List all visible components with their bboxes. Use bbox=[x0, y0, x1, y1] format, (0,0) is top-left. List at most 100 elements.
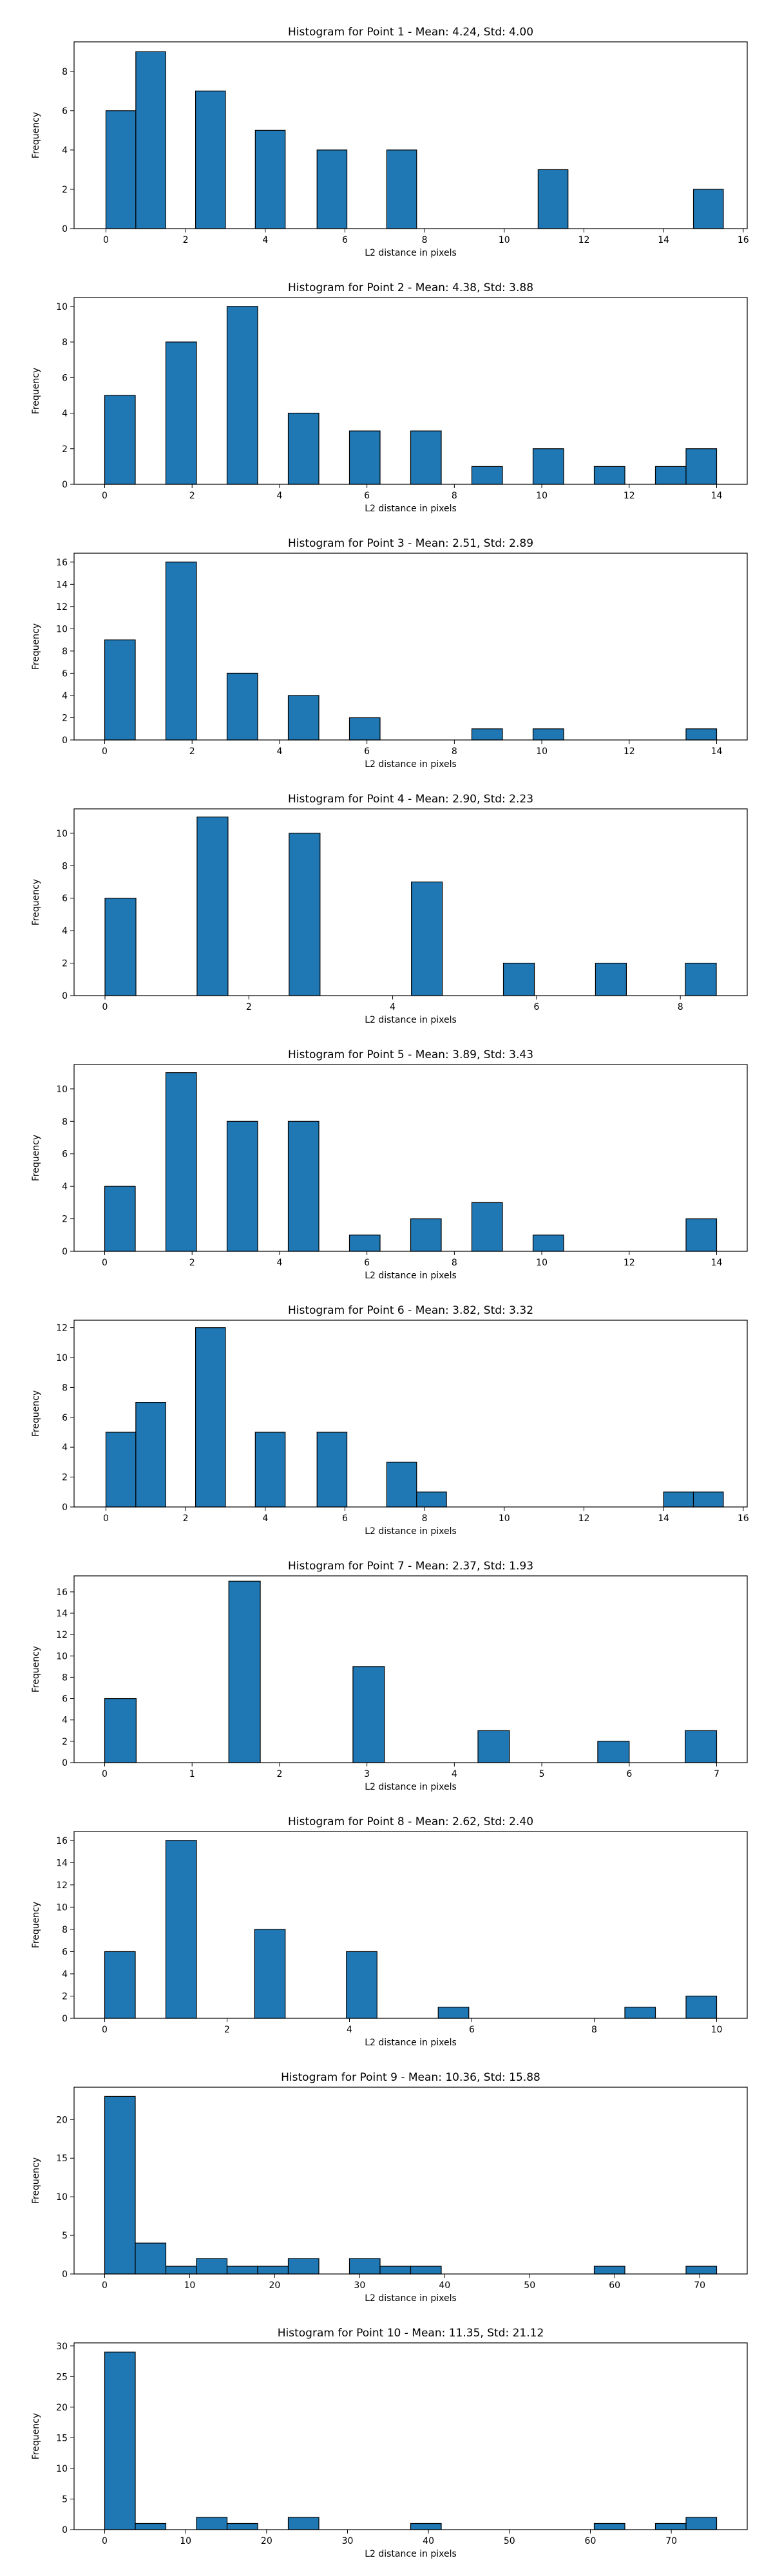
histogram-bar bbox=[316, 149, 348, 229]
y-tick-label: 4 bbox=[62, 1443, 68, 1453]
histogram-bar bbox=[593, 466, 625, 485]
x-tick-label: 4 bbox=[262, 1513, 268, 1524]
y-tick-label: 12 bbox=[56, 1323, 68, 1334]
y-axis-label: Frequency bbox=[31, 368, 41, 414]
x-tick-label: 8 bbox=[452, 746, 457, 757]
histogram-bar bbox=[348, 1235, 381, 1252]
histogram-bar bbox=[226, 2523, 258, 2530]
plot-frame bbox=[73, 297, 748, 485]
y-tick-label: 4 bbox=[62, 691, 68, 701]
chart-title: Histogram for Point 9 - Mean: 10.36, Std… bbox=[281, 2071, 540, 2084]
histogram-bar bbox=[196, 817, 229, 996]
plot-frame bbox=[73, 2342, 748, 2530]
x-axis-label: L2 distance in pixels bbox=[365, 248, 457, 258]
x-tick-label: 50 bbox=[504, 2536, 515, 2546]
y-tick-label: 12 bbox=[56, 1630, 68, 1640]
y-tick-label: 10 bbox=[56, 829, 68, 839]
histogram-bar bbox=[477, 1730, 510, 1763]
x-tick-label: 16 bbox=[738, 235, 749, 245]
histogram-bar bbox=[316, 1432, 348, 1508]
x-tick-label: 40 bbox=[423, 2536, 434, 2546]
y-tick-label: 6 bbox=[62, 106, 68, 117]
histogram-bar bbox=[654, 466, 687, 485]
histogram-bar bbox=[352, 1666, 385, 1763]
x-tick-label: 50 bbox=[524, 2280, 535, 2291]
x-tick-label: 60 bbox=[585, 2536, 596, 2546]
y-axis-label: Frequency bbox=[31, 2413, 41, 2459]
plot-frame bbox=[73, 1320, 748, 1508]
y-tick-label: 10 bbox=[56, 1084, 68, 1095]
y-tick-label: 14 bbox=[56, 580, 68, 590]
x-tick-label: 10 bbox=[499, 235, 510, 245]
x-axis-label: L2 distance in pixels bbox=[365, 1526, 457, 1537]
chart-title: Histogram for Point 10 - Mean: 11.35, St… bbox=[278, 2327, 544, 2340]
y-tick-label: 4 bbox=[62, 1716, 68, 1726]
histogram-panel-6: Histogram for Point 6 - Mean: 3.82, Std:… bbox=[31, 1304, 749, 1537]
histogram-bar bbox=[692, 189, 724, 229]
y-tick-label: 0 bbox=[62, 2269, 68, 2280]
histogram-bar bbox=[287, 2517, 320, 2530]
histogram-bar bbox=[532, 1235, 564, 1252]
x-tick-label: 40 bbox=[439, 2280, 450, 2291]
y-tick-label: 30 bbox=[56, 2342, 68, 2352]
y-tick-label: 4 bbox=[62, 1969, 68, 1980]
y-tick-label: 20 bbox=[56, 2115, 68, 2125]
histogram-panel-4: Histogram for Point 4 - Mean: 2.90, Std:… bbox=[31, 793, 748, 1025]
plot-frame bbox=[73, 808, 748, 996]
x-tick-label: 7 bbox=[714, 1769, 720, 1779]
histogram-bar bbox=[135, 2523, 167, 2530]
histogram-bar bbox=[537, 169, 569, 229]
y-tick-label: 8 bbox=[62, 337, 68, 348]
y-tick-label: 0 bbox=[62, 1502, 68, 1513]
histogram-bar bbox=[104, 1951, 136, 2019]
y-tick-label: 5 bbox=[62, 2231, 68, 2241]
y-tick-label: 6 bbox=[62, 668, 68, 679]
y-tick-label: 15 bbox=[56, 2154, 68, 2164]
y-tick-label: 5 bbox=[62, 2494, 68, 2505]
x-tick-label: 0 bbox=[102, 2536, 108, 2546]
x-axis-label: L2 distance in pixels bbox=[365, 1782, 457, 1792]
y-tick-label: 2 bbox=[62, 1215, 68, 1225]
histogram-bar bbox=[410, 2266, 442, 2275]
x-tick-label: 5 bbox=[539, 1769, 545, 1779]
chart-title: Histogram for Point 3 - Mean: 2.51, Std:… bbox=[288, 537, 533, 550]
y-tick-label: 0 bbox=[62, 735, 68, 746]
y-tick-label: 15 bbox=[56, 2433, 68, 2443]
x-tick-label: 8 bbox=[452, 1258, 457, 1268]
histogram-bar bbox=[663, 1492, 694, 1508]
histogram-bar bbox=[228, 1580, 261, 1763]
y-tick-label: 6 bbox=[62, 1947, 68, 1957]
histogram-bar bbox=[346, 1951, 377, 2019]
x-tick-label: 20 bbox=[269, 2280, 280, 2291]
x-tick-label: 2 bbox=[183, 1513, 189, 1524]
histogram-bar bbox=[532, 448, 564, 485]
x-tick-label: 8 bbox=[422, 235, 428, 245]
histogram-bar bbox=[685, 728, 718, 741]
x-tick-label: 6 bbox=[364, 491, 370, 501]
histogram-bar bbox=[685, 2517, 718, 2530]
x-tick-label: 10 bbox=[536, 491, 548, 501]
x-tick-label: 2 bbox=[189, 491, 195, 501]
histogram-bar bbox=[624, 2007, 656, 2019]
x-tick-label: 12 bbox=[624, 1258, 635, 1268]
y-tick-label: 6 bbox=[62, 1150, 68, 1160]
histogram-bar bbox=[104, 1186, 136, 1252]
y-tick-label: 25 bbox=[56, 2372, 68, 2382]
x-tick-label: 12 bbox=[578, 235, 590, 245]
y-tick-label: 10 bbox=[56, 2464, 68, 2474]
x-tick-label: 60 bbox=[609, 2280, 620, 2291]
histogram-bar bbox=[195, 90, 226, 229]
x-axis-label: L2 distance in pixels bbox=[365, 1015, 457, 1025]
y-axis-label: Frequency bbox=[31, 623, 41, 670]
histogram-bar bbox=[226, 672, 258, 741]
y-tick-label: 0 bbox=[62, 991, 68, 1001]
plot-frame bbox=[73, 1064, 748, 1252]
histogram-panel-10: Histogram for Point 10 - Mean: 11.35, St… bbox=[31, 2327, 748, 2559]
histogram-bar bbox=[386, 149, 417, 229]
chart-title: Histogram for Point 6 - Mean: 3.82, Std:… bbox=[288, 1304, 533, 1317]
histogram-panel-2: Histogram for Point 2 - Mean: 4.38, Std:… bbox=[31, 281, 748, 514]
x-axis-label: L2 distance in pixels bbox=[365, 2293, 457, 2304]
y-tick-label: 10 bbox=[56, 1353, 68, 1363]
histogram-bar bbox=[416, 1492, 447, 1508]
